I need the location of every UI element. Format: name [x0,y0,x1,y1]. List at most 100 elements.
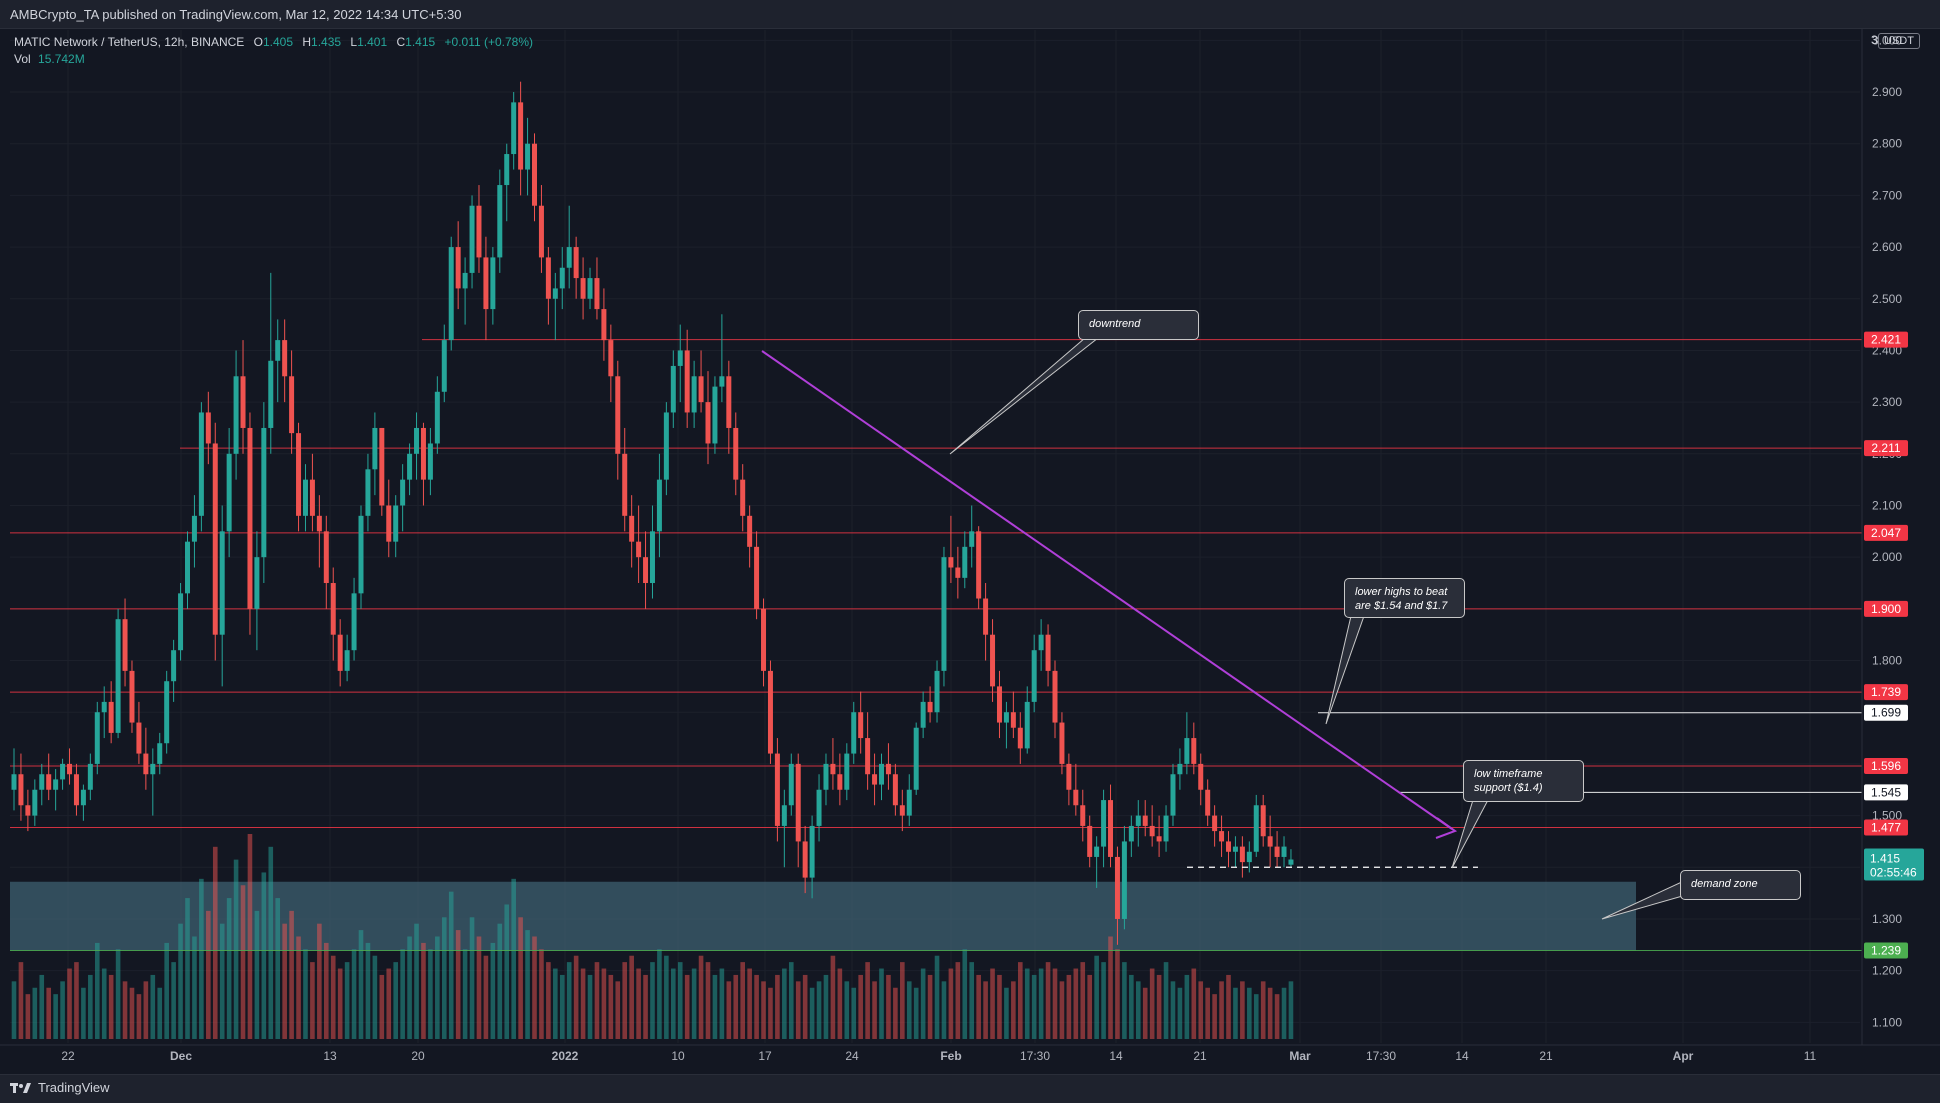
candle [816,774,822,842]
candle-body [844,753,850,790]
volume-bar [539,949,544,1039]
candle-body [1205,789,1211,816]
time-tick-label: 14 [1109,1049,1123,1063]
candle [455,221,461,310]
candle [969,505,975,568]
volume-bar [795,981,801,1039]
candle [996,670,1002,739]
candle-body [1059,722,1065,764]
symbol-name[interactable]: MATIC Network / TetherUS, 12h, BINANCE [14,35,245,49]
candle-body [615,376,621,454]
candle [1288,849,1294,867]
candle-body [226,453,232,532]
candle-body [1094,846,1100,857]
currency-badge[interactable]: USDT [1878,33,1920,49]
candle [296,422,302,532]
candle [948,515,954,584]
time-tick-label: 22 [61,1049,75,1063]
candle-body [837,774,843,790]
ohlc-legend: MATIC Network / TetherUS, 12h, BINANCE O… [14,35,533,49]
candle-body [60,763,66,780]
candle-body [483,257,489,310]
candle [157,732,163,775]
high-value: 1.435 [311,35,342,49]
volume-bar [379,974,385,1039]
candle-body [747,515,753,547]
candle [566,205,572,289]
volume-bar [913,987,919,1039]
candle-body [511,102,517,155]
candle [122,598,128,687]
candle-body [851,712,857,754]
candle-body [879,763,884,785]
candle-body [115,619,121,733]
candle [344,634,350,682]
last-price-label: 1.415 [1870,852,1900,866]
candle [1031,634,1037,713]
candle [1239,836,1245,878]
price-tick-label: 1.800 [1872,654,1902,668]
candle-body [719,376,725,387]
time-tick-label: 2022 [552,1049,579,1063]
candle [330,567,336,661]
candle-body [1108,800,1114,857]
candle [136,701,142,764]
candle-body [656,479,662,532]
candle-body [198,412,204,516]
volume-bar [18,962,24,1039]
candle [684,329,690,428]
volume-bar [268,846,274,1039]
volume-bar [324,942,329,1039]
volume-bar [414,923,419,1039]
volume-bar [1108,936,1113,1039]
candle-body [309,479,315,516]
candle-body [1191,738,1197,764]
volume-bar [761,981,766,1039]
candle-body [261,427,267,558]
candle-body [143,753,149,775]
volume-bar [1274,994,1280,1039]
candle [573,236,579,299]
price-tick-label: 2.700 [1872,188,1902,202]
volume-bar [1129,974,1134,1039]
volume-bar [622,962,628,1039]
price-axis[interactable]: 3.0002.9002.8002.7002.6002.5002.4002.300… [0,28,1940,1074]
candle-body [1156,836,1162,842]
candle [698,350,704,413]
time-axis[interactable]: 22 Dec 13 20 2022 10 17 24 Feb 17:30 14 21 Mar 17:30 1… [61,1049,1816,1063]
volume-bar [629,955,634,1039]
candle-body [407,453,413,480]
candle [1101,789,1107,868]
candle [32,779,38,826]
volume-bar [476,936,482,1039]
price-tick-label: 2.300 [1872,395,1902,409]
candle-body [858,712,864,739]
candle-body [538,205,544,258]
tradingview-logo[interactable]: TradingView [10,1080,110,1095]
volume-bar [1018,962,1023,1039]
level-label: 1.739 [1871,685,1901,699]
candle-body [1038,634,1044,651]
candle [164,670,170,754]
countdown-label: 02:55:46 [1870,866,1917,880]
candle [261,402,267,584]
candle [532,133,537,222]
candle-body [1232,846,1238,852]
volume-bar [261,872,267,1039]
candle [1045,624,1051,687]
volume-bar [337,968,343,1039]
volume-bar [1288,981,1294,1039]
candle-body [282,340,288,377]
candle-body [122,619,128,671]
candle-body [969,531,975,547]
candle [670,350,676,428]
candle [636,505,642,584]
candle [892,763,898,816]
candle [830,738,836,790]
price-tick-label: 1.300 [1872,912,1902,926]
volume-bar [1052,968,1058,1039]
candle-body [670,365,676,413]
volume-bar [1080,962,1086,1039]
volume-bar [226,898,232,1039]
